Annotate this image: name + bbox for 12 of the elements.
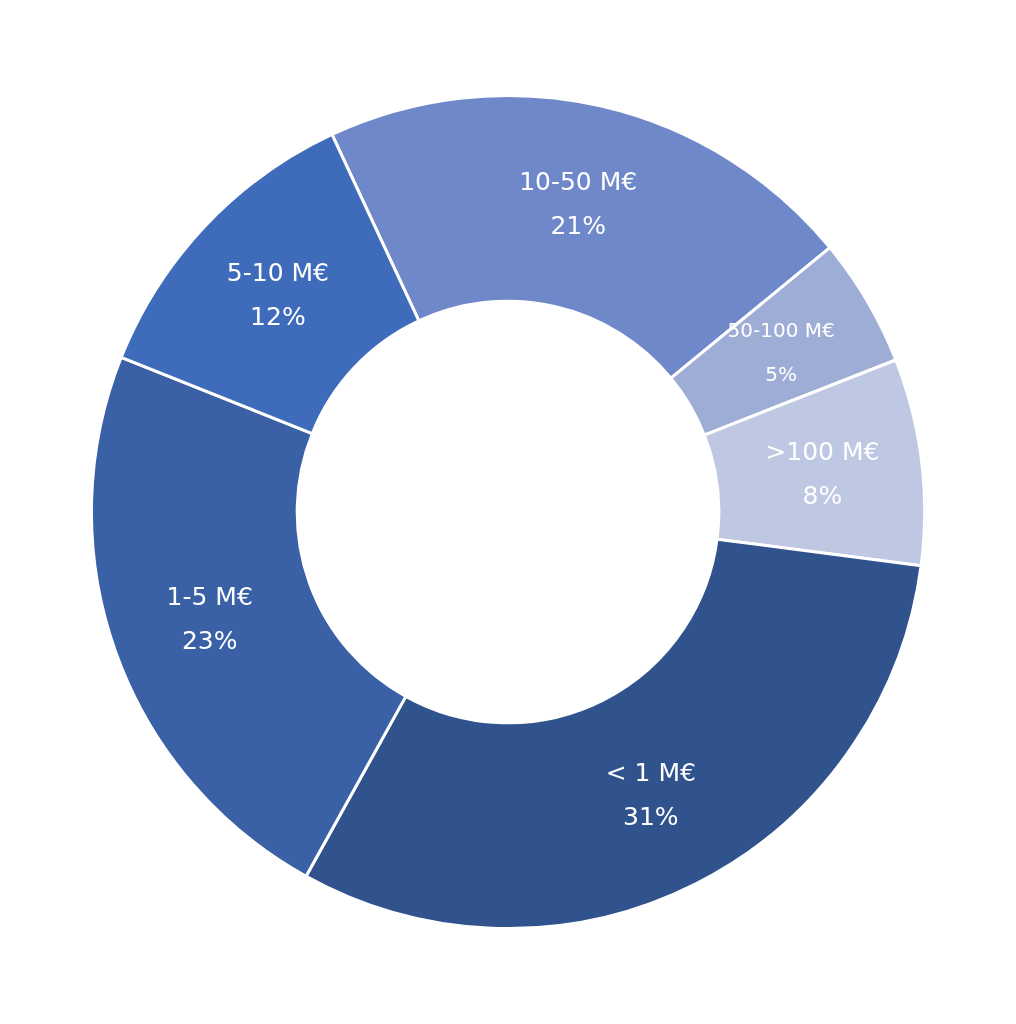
slice-label: 10-50 M€ xyxy=(519,166,638,196)
slice-label: 50-100 M€ xyxy=(727,317,835,342)
slice-label: 1-5 M€ xyxy=(166,581,253,611)
slice-label: >100 M€ xyxy=(765,436,880,466)
data-label: 31% xyxy=(623,802,679,832)
data-label: 8% xyxy=(802,480,843,510)
data-label: 5% xyxy=(765,361,798,386)
data-label: 23% xyxy=(181,625,238,655)
data-label: 12% xyxy=(250,301,306,331)
data-label: 21% xyxy=(550,210,606,240)
slice-label: < 1 M€ xyxy=(605,758,696,788)
slice-label: 5-10 M€ xyxy=(226,257,329,287)
